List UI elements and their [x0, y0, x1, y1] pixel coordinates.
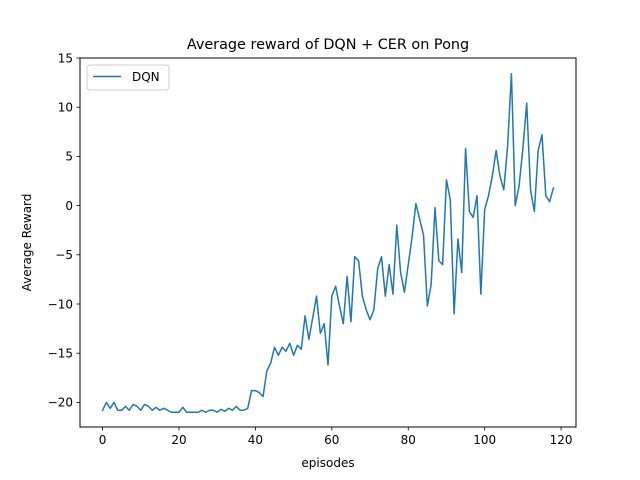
x-tick-label: 40 [248, 433, 263, 447]
x-tick-label: 120 [550, 433, 573, 447]
y-tick-label: 10 [58, 101, 73, 115]
x-tick-label: 20 [171, 433, 186, 447]
y-tick-label: 15 [58, 51, 73, 65]
x-tick-label: 0 [99, 433, 107, 447]
y-tick-label: −5 [55, 248, 73, 262]
x-axis: 0 20 40 60 80 100 120 [99, 427, 573, 447]
plot-area [79, 57, 577, 428]
legend-label-dqn: DQN [132, 70, 160, 84]
y-tick-label: −15 [48, 347, 73, 361]
y-tick-label: 0 [65, 199, 73, 213]
y-tick-label: −10 [48, 297, 73, 311]
chart-title: Average reward of DQN + CER on Pong [187, 37, 469, 53]
y-axis-label: Average Reward [20, 194, 34, 292]
plot-frame [79, 57, 577, 428]
series-line-dqn [101, 72, 555, 413]
y-axis: −20 −15 −10 −5 0 5 10 15 [48, 51, 80, 410]
x-tick-label: 80 [401, 433, 416, 447]
x-tick-label: 60 [324, 433, 339, 447]
legend-box [86, 64, 170, 91]
x-axis-label: episodes [301, 456, 354, 470]
y-tick-label: 5 [65, 150, 73, 164]
x-tick-label: 100 [473, 433, 496, 447]
y-tick-label: −20 [48, 396, 73, 410]
legend: DQN [86, 64, 170, 91]
